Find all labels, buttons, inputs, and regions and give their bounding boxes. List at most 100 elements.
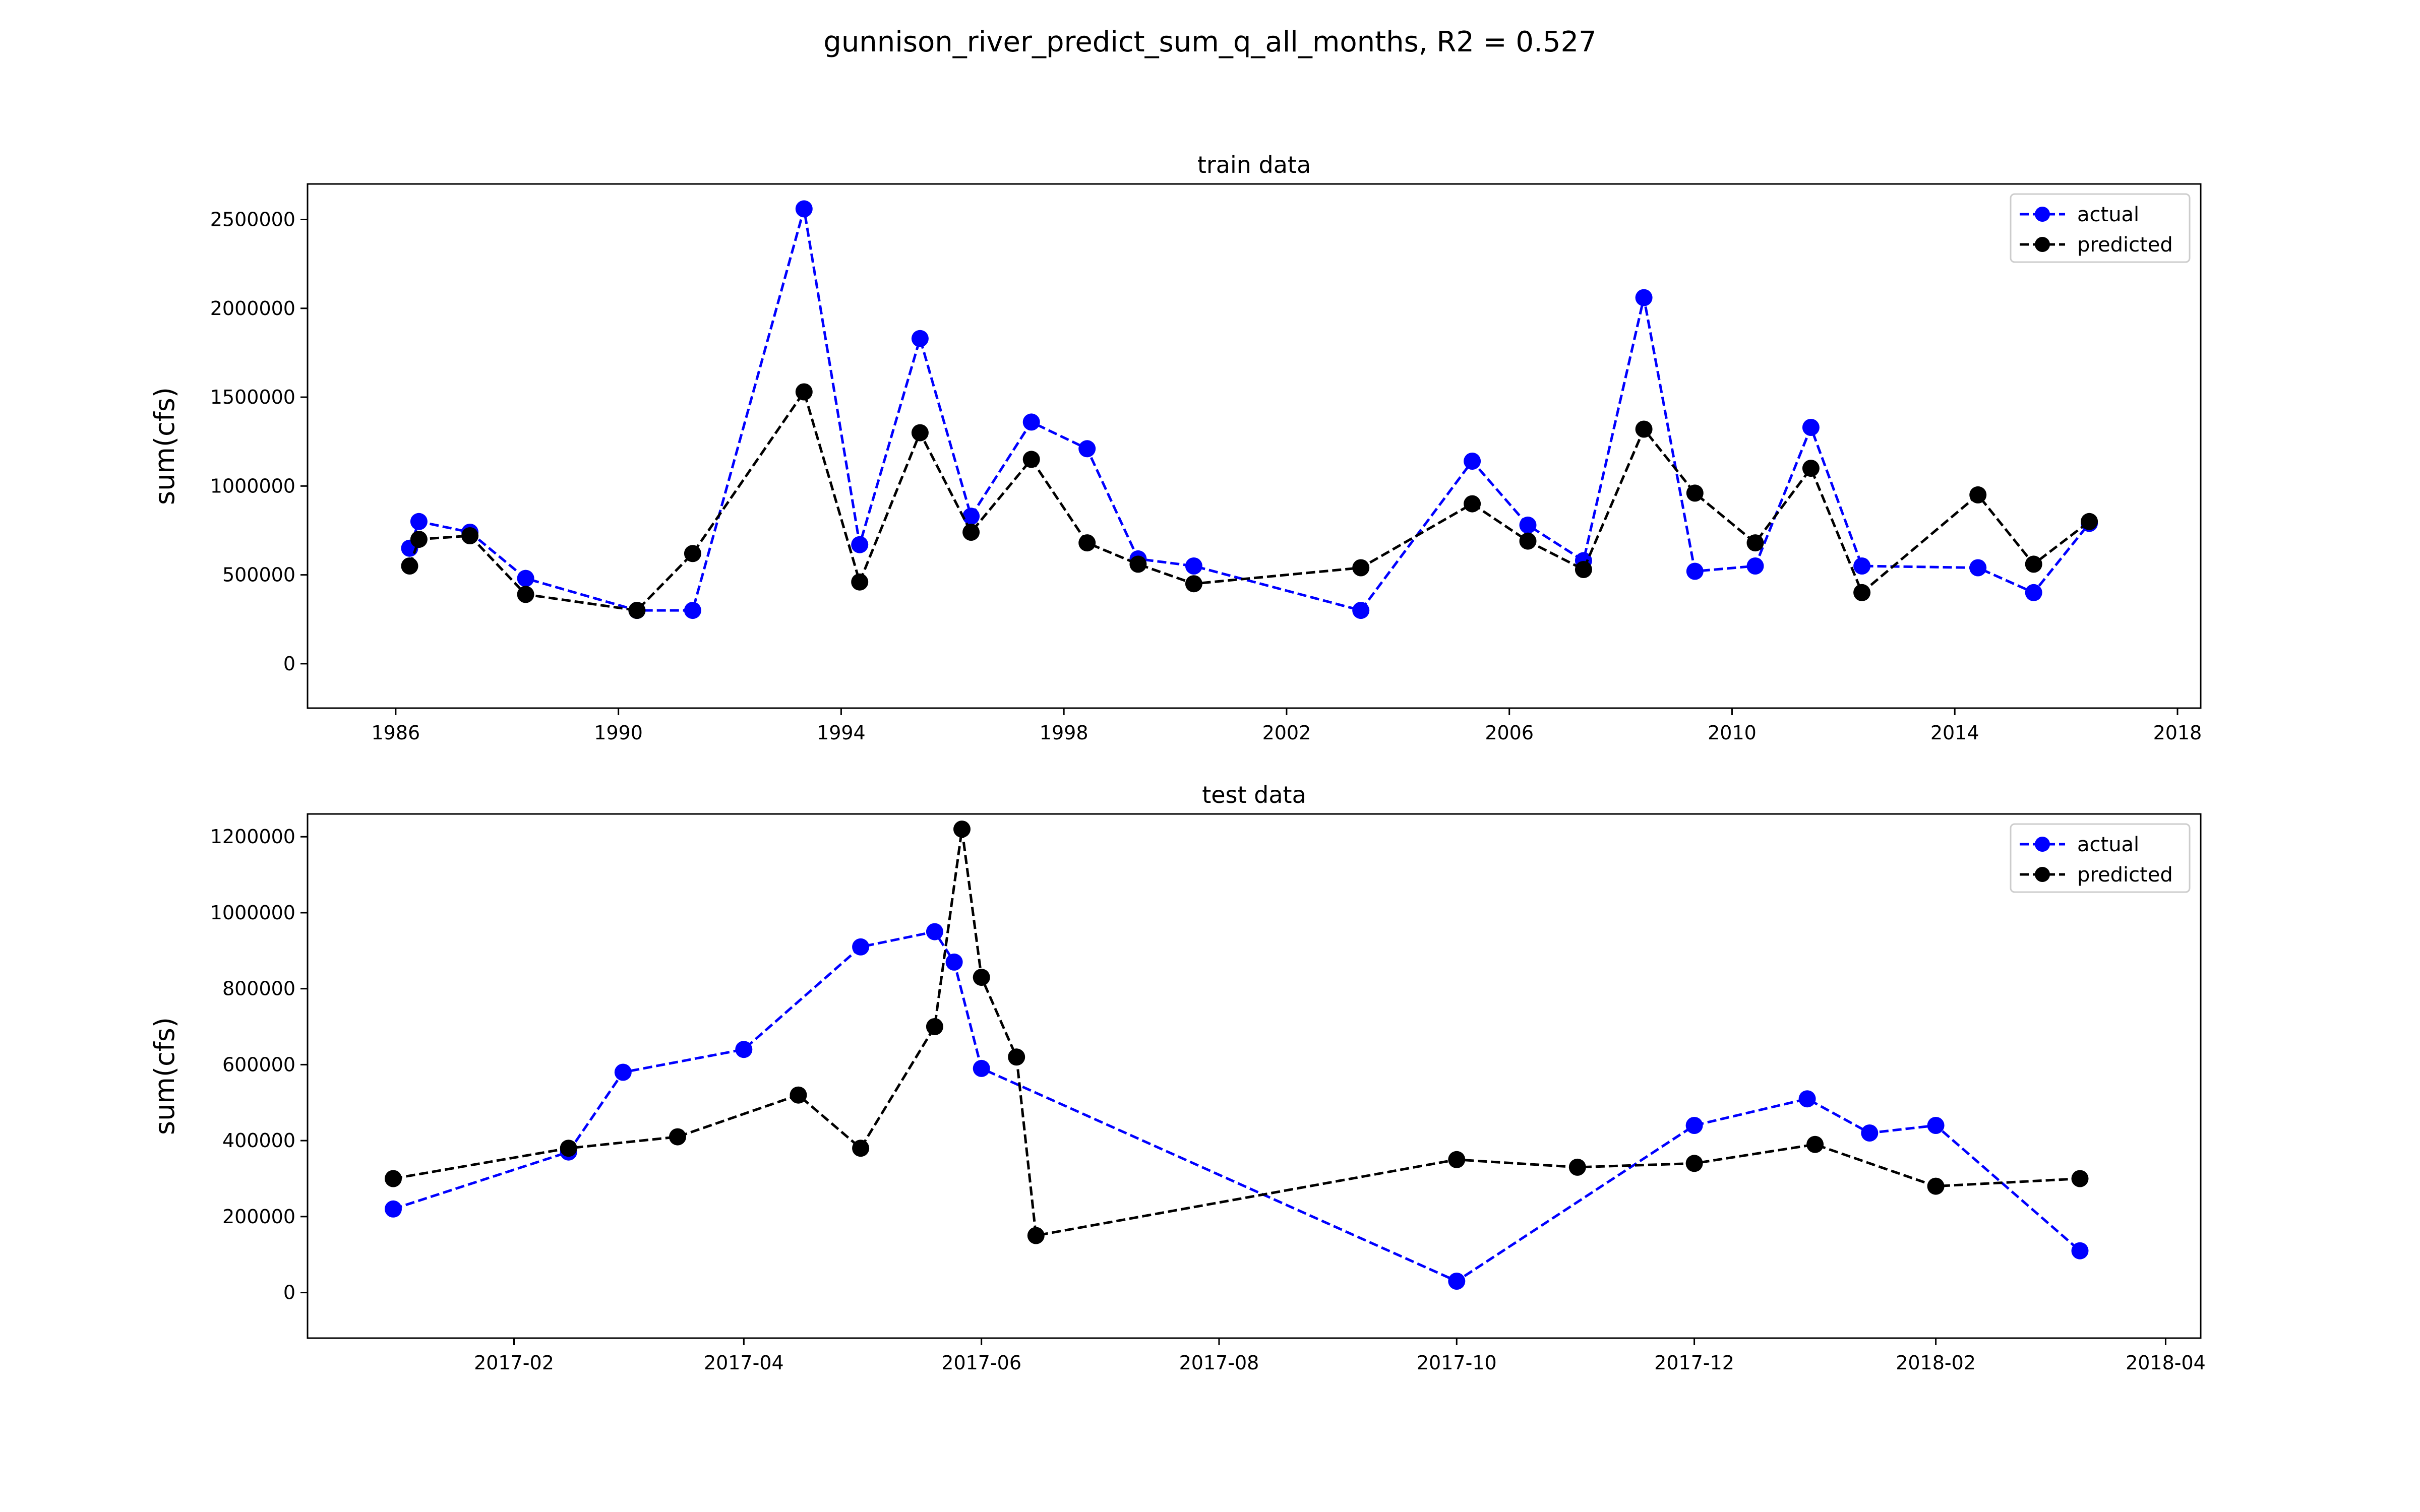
x-tick-label: 2017-08 (1179, 1352, 1259, 1374)
data-point-predicted (911, 424, 929, 442)
data-point-predicted (1635, 420, 1653, 438)
data-point-predicted (410, 531, 428, 548)
data-point-actual (684, 602, 701, 619)
legend-box (2010, 193, 2191, 263)
data-point-actual (795, 200, 813, 218)
x-tick-label: 2006 (1485, 722, 1534, 744)
y-tick-label: 2500000 (210, 209, 295, 231)
x-tick-label: 2018-02 (1896, 1352, 1976, 1374)
series-layer (401, 200, 2098, 619)
data-point-actual (1078, 440, 1096, 458)
x-tick-label: 2018 (2153, 722, 2202, 744)
y-tick-label: 600000 (222, 1053, 295, 1076)
x-tick-label: 2017-06 (941, 1352, 1021, 1374)
test-plot-area: 0 200000 400000 600000 800000 1000000 1200000 2… (210, 813, 2206, 1374)
data-point-actual (945, 953, 963, 971)
data-point-actual (1352, 602, 1370, 619)
data-point-predicted (1802, 460, 1820, 477)
data-point-predicted (385, 1170, 402, 1187)
y-tick-label: 2000000 (210, 297, 295, 320)
y-tick-label: 0 (283, 1282, 295, 1304)
test-y-axis-label: sum(cfs) (149, 1017, 180, 1135)
data-point-actual (2025, 584, 2042, 601)
x-tick-label: 2018-04 (2126, 1352, 2206, 1374)
y-tick-label: 1200000 (210, 826, 295, 848)
data-point-predicted (669, 1128, 686, 1146)
y-tick-label: 1000000 (210, 475, 295, 497)
data-point-predicted (1008, 1048, 1025, 1066)
data-point-predicted (2025, 555, 2042, 573)
data-point-actual (1448, 1273, 1466, 1290)
data-point-actual (614, 1063, 632, 1081)
data-point-predicted (851, 573, 869, 591)
data-point-predicted (962, 524, 980, 541)
data-point-actual (1861, 1124, 1879, 1142)
data-point-actual (1464, 453, 1481, 470)
legend-swatch-marker-predicted (2035, 867, 2050, 882)
data-point-predicted (1448, 1151, 1466, 1168)
data-point-actual (851, 536, 869, 553)
legend: actual predicted (2010, 193, 2191, 263)
x-tick-label: 2017-04 (704, 1352, 784, 1374)
data-point-actual (1685, 1117, 1703, 1134)
y-tick-label: 1500000 (210, 386, 295, 408)
data-point-predicted (790, 1086, 807, 1104)
data-point-actual (735, 1041, 753, 1058)
data-point-predicted (1568, 1158, 1586, 1176)
data-point-actual (1519, 516, 1537, 534)
test-data-panel: test data sum(cfs) 0 200000 400000 600000 80… (149, 781, 2206, 1374)
data-point-predicted (795, 383, 813, 401)
data-point-predicted (461, 527, 479, 544)
data-point-actual (517, 570, 534, 587)
data-point-actual (1927, 1117, 1945, 1134)
data-point-predicted (1129, 555, 1147, 573)
series-layer (385, 821, 2089, 1290)
data-point-predicted (628, 602, 646, 619)
data-point-predicted (1575, 561, 1592, 578)
x-tick-label: 2002 (1262, 722, 1311, 744)
data-point-predicted (2081, 513, 2098, 530)
data-point-predicted (560, 1140, 577, 1157)
series-line-actual (408, 208, 2091, 612)
data-point-predicted (1806, 1136, 1824, 1153)
data-point-predicted (1022, 451, 1040, 468)
data-point-actual (962, 508, 980, 525)
data-point-actual (1746, 557, 1764, 575)
data-point-actual (1635, 289, 1653, 306)
data-point-actual (385, 1200, 402, 1218)
data-point-predicted (2071, 1170, 2089, 1187)
legend-swatch-marker-actual (2035, 837, 2050, 852)
data-point-actual (1853, 557, 1871, 575)
data-point-predicted (1464, 495, 1481, 513)
data-point-predicted (401, 557, 418, 575)
legend-label-predicted: predicted (2077, 233, 2173, 257)
x-tick-label: 2017-02 (474, 1352, 554, 1374)
data-point-predicted (684, 545, 701, 562)
x-tick-label: 2010 (1708, 722, 1757, 744)
data-point-predicted (1969, 486, 1987, 503)
data-point-actual (911, 330, 929, 347)
data-point-predicted (1927, 1177, 1945, 1195)
x-tick-label: 1994 (817, 722, 866, 744)
train-panel-title: train data (1197, 151, 1311, 178)
data-point-actual (1802, 419, 1820, 436)
x-tick-label: 1998 (1040, 722, 1088, 744)
data-point-actual (410, 513, 428, 530)
y-tick-label: 1000000 (210, 902, 295, 924)
data-point-predicted (517, 586, 534, 603)
y-tick-label: 800000 (222, 978, 295, 1000)
data-point-predicted (1185, 575, 1202, 593)
legend-label-actual: actual (2077, 203, 2139, 226)
y-tick-label: 400000 (222, 1129, 295, 1152)
series-line-predicted (393, 829, 2080, 1237)
data-point-actual (1969, 559, 1987, 577)
data-point-predicted (1853, 584, 1871, 601)
data-point-actual (1185, 557, 1202, 575)
figure-suptitle: gunnison_river_predict_sum_q_all_months,… (823, 26, 1596, 58)
data-point-actual (2071, 1242, 2089, 1259)
data-point-predicted (1027, 1227, 1045, 1244)
x-tick-label: 2017-12 (1654, 1352, 1734, 1374)
y-tick-label: 200000 (222, 1206, 295, 1228)
data-point-actual (926, 923, 943, 940)
